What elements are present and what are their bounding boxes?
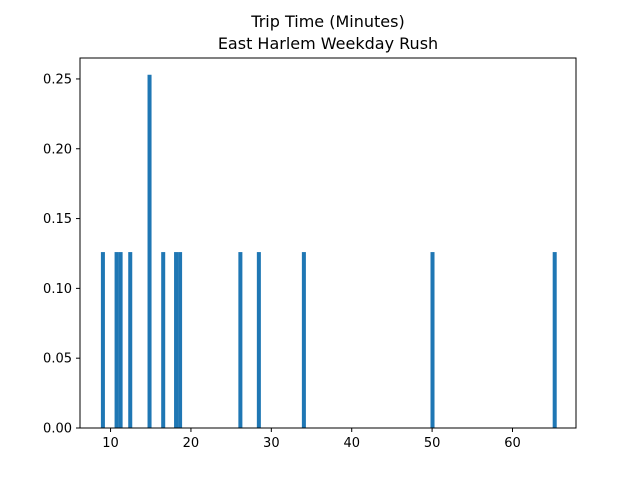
y-tick-label-4: 0.20 — [43, 142, 72, 157]
plot-frame — [79, 57, 577, 429]
histogram-bar-0 — [100, 252, 105, 428]
histogram-bar-11 — [430, 252, 435, 428]
histogram-bar-1 — [114, 252, 119, 428]
histogram-bar-9 — [256, 252, 261, 428]
chart-title: Trip Time (Minutes) — [250, 12, 404, 31]
y-tick-label-1: 0.05 — [43, 352, 72, 367]
y-tick-label-2: 0.10 — [43, 282, 72, 297]
x-tick-label-1: 20 — [183, 436, 200, 451]
chart-subtitle: East Harlem Weekday Rush — [218, 34, 438, 53]
x-axis: 10 20 30 40 50 60 — [102, 428, 521, 451]
histogram-bar-7 — [178, 252, 183, 428]
y-tick-label-0: 0.00 — [43, 422, 72, 437]
x-tick-label-5: 60 — [504, 436, 521, 451]
x-tick-label-0: 10 — [102, 436, 119, 451]
histogram-bar-12 — [552, 252, 557, 428]
y-tick-label-3: 0.15 — [43, 212, 72, 227]
x-tick-label-4: 50 — [424, 436, 441, 451]
histogram-bar-10 — [301, 252, 306, 428]
histogram-bar-3 — [128, 252, 133, 428]
x-tick-label-3: 40 — [343, 436, 360, 451]
histogram-bar-2 — [118, 252, 123, 428]
y-axis: 0.00 0.05 0.10 0.15 0.20 0.25 — [43, 72, 80, 437]
y-tick-label-5: 0.25 — [43, 72, 72, 87]
histogram-bar-5 — [161, 252, 166, 428]
histogram-bar-4 — [147, 74, 152, 429]
x-tick-label-2: 30 — [263, 436, 280, 451]
bars-group — [100, 74, 557, 429]
histogram-bar-8 — [238, 252, 243, 428]
histogram-bar-6 — [174, 252, 179, 428]
